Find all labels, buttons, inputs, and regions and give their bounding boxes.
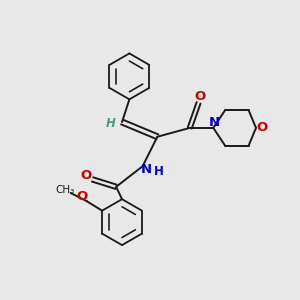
Text: H: H [106,117,116,130]
Text: O: O [76,190,88,203]
Text: N: N [141,163,152,176]
Text: O: O [194,91,206,103]
Text: N: N [208,116,220,129]
Text: H: H [154,165,164,178]
Text: CH₃: CH₃ [56,185,75,195]
Text: O: O [80,169,92,182]
Text: O: O [257,122,268,134]
